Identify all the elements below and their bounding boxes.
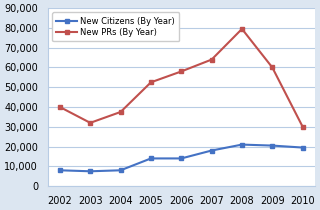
New Citizens (By Year) <box>119 169 123 172</box>
New Citizens (By Year) <box>179 157 183 160</box>
New Citizens (By Year) <box>270 144 274 147</box>
New Citizens (By Year) <box>149 157 153 160</box>
New PRs (By Year) <box>179 70 183 73</box>
New Citizens (By Year) <box>58 169 62 172</box>
New PRs (By Year) <box>270 66 274 69</box>
New Citizens (By Year) <box>210 149 213 152</box>
New PRs (By Year) <box>88 122 92 124</box>
Line: New Citizens (By Year): New Citizens (By Year) <box>58 142 305 174</box>
New Citizens (By Year) <box>301 146 305 149</box>
New PRs (By Year) <box>210 58 213 61</box>
New PRs (By Year) <box>58 106 62 108</box>
Legend: New Citizens (By Year), New PRs (By Year): New Citizens (By Year), New PRs (By Year… <box>52 12 179 41</box>
New Citizens (By Year) <box>88 170 92 173</box>
New PRs (By Year) <box>240 28 244 30</box>
New PRs (By Year) <box>301 126 305 128</box>
New Citizens (By Year) <box>240 143 244 146</box>
New PRs (By Year) <box>119 111 123 113</box>
Line: New PRs (By Year): New PRs (By Year) <box>58 26 305 129</box>
New PRs (By Year) <box>149 81 153 84</box>
